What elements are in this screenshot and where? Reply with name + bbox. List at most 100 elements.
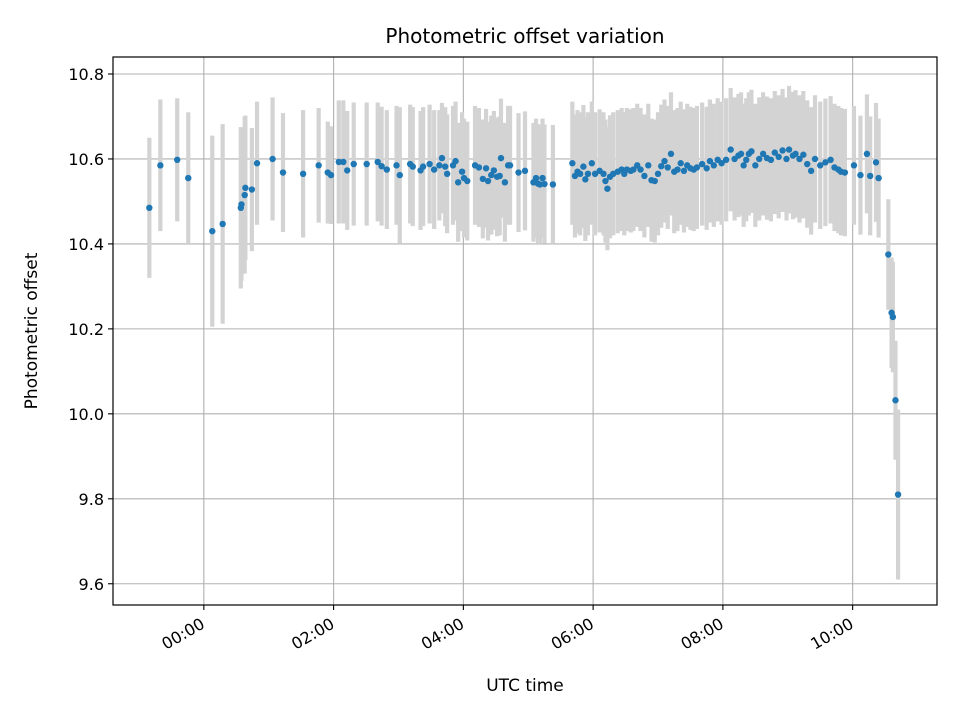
data-point	[727, 146, 734, 153]
data-point	[651, 177, 658, 185]
data-point	[792, 150, 799, 158]
data-point	[454, 179, 462, 186]
data-point	[438, 154, 446, 162]
data-point	[850, 162, 858, 169]
data-point	[654, 170, 662, 178]
data-point	[661, 157, 668, 165]
data-point	[479, 175, 487, 183]
data-point	[419, 163, 427, 170]
data-point	[430, 166, 438, 173]
data-point	[698, 160, 706, 168]
data-point	[857, 171, 864, 179]
data-point	[645, 162, 652, 169]
data-point	[841, 169, 849, 176]
data-point	[185, 174, 192, 182]
data-point	[827, 156, 834, 164]
data-point	[582, 176, 589, 183]
data-point	[539, 174, 546, 182]
data-point	[344, 167, 351, 174]
data-point	[209, 227, 216, 235]
data-point	[600, 170, 607, 178]
data-point	[722, 156, 730, 164]
data-point	[677, 160, 684, 167]
data-point	[680, 167, 688, 175]
data-point	[591, 170, 599, 178]
data-point	[501, 179, 509, 186]
data-point	[785, 146, 793, 153]
data-point	[783, 155, 790, 163]
data-point	[279, 169, 287, 176]
data-point	[706, 157, 714, 165]
data-point	[817, 162, 824, 169]
data-point	[490, 167, 498, 174]
y-tick-label: 9.8	[79, 490, 104, 509]
data-point	[584, 170, 592, 178]
data-point	[752, 162, 759, 169]
data-point	[759, 150, 767, 158]
data-point	[409, 163, 416, 170]
data-point	[866, 172, 874, 180]
data-point	[885, 251, 892, 258]
data-point	[327, 171, 335, 179]
data-point	[800, 151, 807, 158]
data-point	[872, 159, 880, 166]
data-point	[363, 160, 370, 168]
data-point	[718, 160, 725, 167]
data-point	[737, 150, 745, 158]
data-point	[248, 186, 256, 193]
data-point	[889, 313, 897, 321]
data-point	[630, 166, 637, 173]
data-point	[396, 171, 403, 179]
data-point	[796, 155, 803, 163]
data-point	[219, 220, 226, 228]
data-point	[667, 150, 675, 158]
data-point	[541, 180, 548, 188]
data-point	[464, 177, 471, 185]
data-point	[374, 158, 381, 166]
y-axis-ticks: 9.6 9.8 10.0 10.2 10.4 10.6 10.8	[68, 65, 113, 594]
data-point	[378, 162, 385, 170]
data-point	[637, 166, 644, 173]
data-point	[315, 162, 322, 169]
data-point	[804, 160, 811, 168]
data-point	[641, 172, 648, 180]
data-point	[242, 184, 249, 192]
data-point	[299, 170, 307, 178]
data-point	[604, 185, 611, 192]
data-point	[443, 170, 451, 178]
data-point	[549, 181, 557, 188]
data-point	[157, 162, 164, 169]
data-point	[441, 163, 449, 170]
data-point	[335, 158, 342, 166]
data-point	[588, 160, 596, 167]
data-point	[340, 158, 347, 166]
data-point	[515, 169, 522, 176]
y-tick-label: 9.6	[79, 575, 104, 594]
data-point	[426, 160, 433, 168]
y-tick-label: 10.8	[68, 65, 104, 84]
data-point	[664, 164, 671, 171]
data-point	[269, 155, 276, 163]
data-point	[775, 153, 782, 161]
data-point	[822, 159, 829, 166]
y-tick-label: 10.4	[68, 235, 104, 254]
data-point	[863, 150, 871, 158]
data-point	[748, 148, 755, 155]
data-point	[674, 166, 681, 173]
data-point	[892, 397, 899, 404]
y-tick-label: 10.6	[68, 150, 104, 169]
data-point	[238, 201, 245, 208]
data-point	[436, 162, 443, 169]
x-axis-title: UTC time	[486, 676, 564, 696]
data-point	[602, 177, 609, 185]
data-point	[658, 162, 665, 170]
data-points	[146, 146, 902, 498]
data-point	[521, 167, 529, 175]
data-point	[693, 164, 701, 171]
data-point	[496, 172, 503, 180]
data-point	[146, 204, 153, 212]
data-point	[576, 170, 584, 178]
data-point	[475, 164, 483, 171]
data-point	[569, 160, 576, 167]
